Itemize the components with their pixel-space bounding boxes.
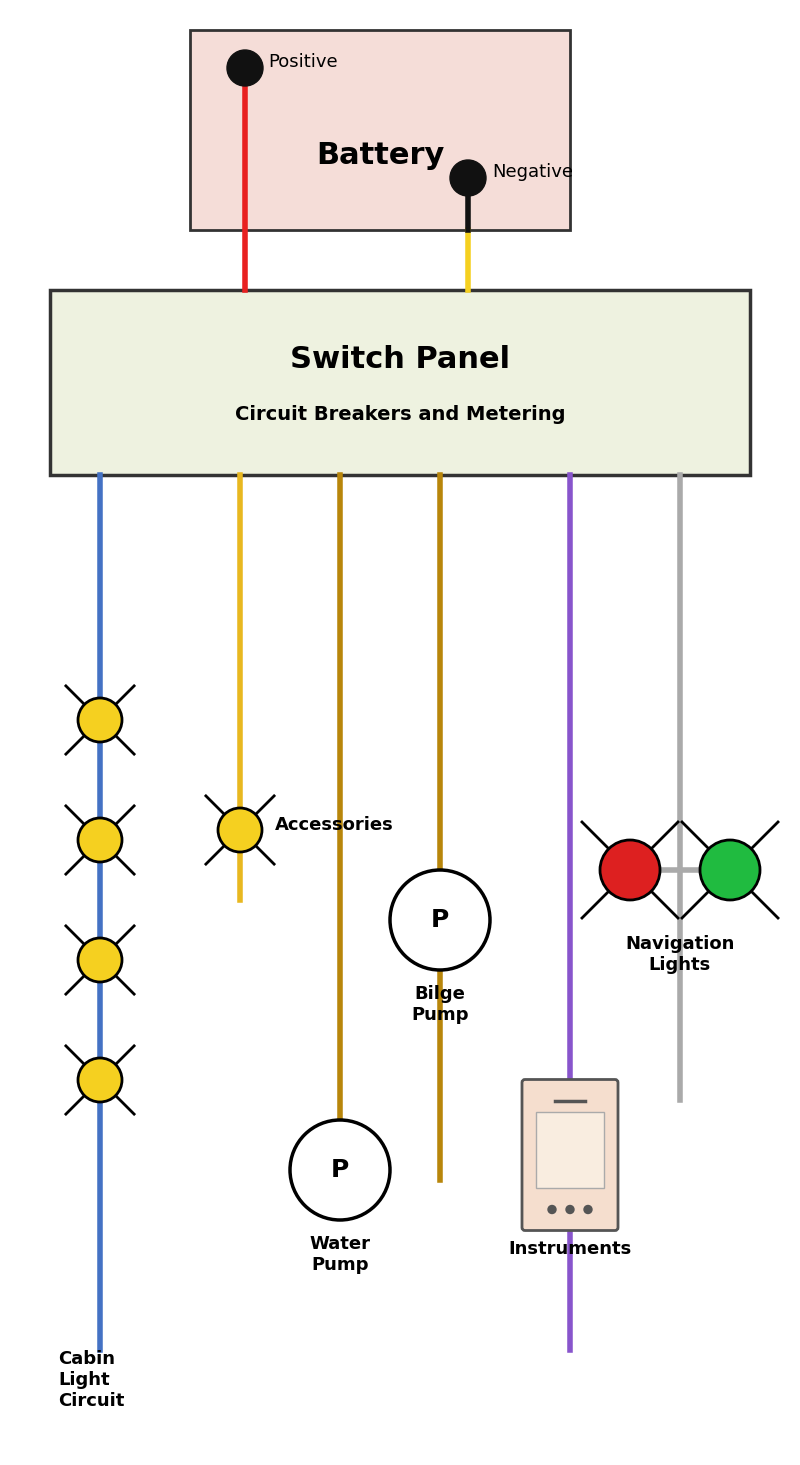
Circle shape xyxy=(700,839,760,900)
Bar xyxy=(50,290,750,475)
Text: P: P xyxy=(331,1157,349,1182)
Text: P: P xyxy=(431,908,449,932)
Text: Battery: Battery xyxy=(316,141,444,170)
Bar xyxy=(190,29,570,230)
Circle shape xyxy=(584,1206,592,1213)
Text: Switch Panel: Switch Panel xyxy=(290,346,510,375)
Circle shape xyxy=(78,817,122,861)
Circle shape xyxy=(218,809,262,853)
Circle shape xyxy=(548,1206,556,1213)
Circle shape xyxy=(78,697,122,741)
Text: Positive: Positive xyxy=(268,53,338,70)
Text: Circuit Breakers and Metering: Circuit Breakers and Metering xyxy=(234,406,566,425)
Circle shape xyxy=(450,160,486,196)
Circle shape xyxy=(227,50,263,86)
Circle shape xyxy=(566,1206,574,1213)
Text: Navigation
Lights: Navigation Lights xyxy=(626,935,734,974)
Text: Cabin
Light
Circuit: Cabin Light Circuit xyxy=(58,1351,124,1409)
Text: Water
Pump: Water Pump xyxy=(310,1235,370,1273)
Text: Accessories: Accessories xyxy=(275,816,394,834)
Circle shape xyxy=(78,1058,122,1102)
Circle shape xyxy=(390,870,490,970)
Text: Negative: Negative xyxy=(492,163,573,182)
Text: Instruments: Instruments xyxy=(508,1239,632,1258)
FancyBboxPatch shape xyxy=(522,1080,618,1231)
Text: Bilge
Pump: Bilge Pump xyxy=(411,984,469,1024)
Bar xyxy=(536,1112,604,1188)
Circle shape xyxy=(290,1121,390,1220)
Circle shape xyxy=(600,839,660,900)
Circle shape xyxy=(78,938,122,982)
